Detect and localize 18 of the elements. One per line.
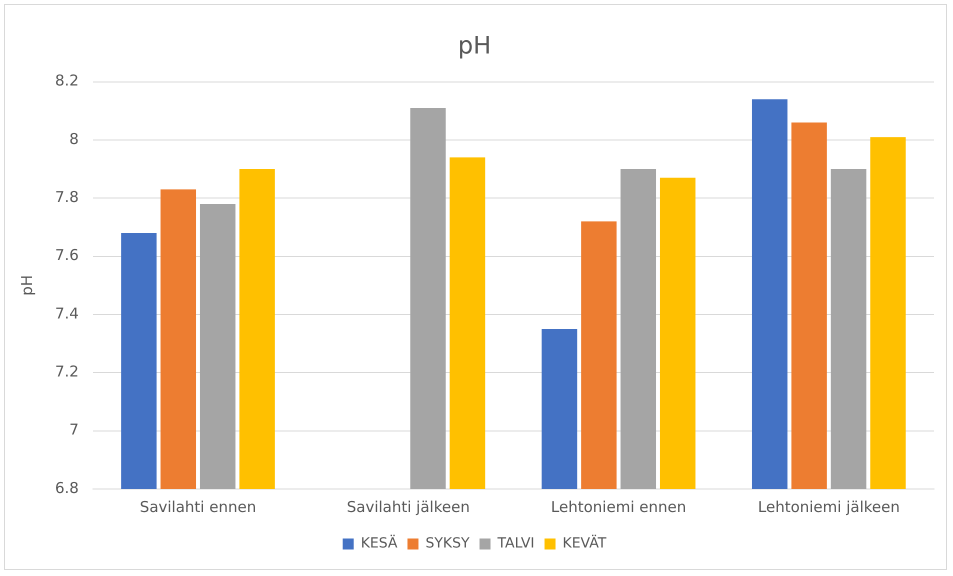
legend-label: TALVI bbox=[496, 536, 535, 552]
y-tick-label: 7.8 bbox=[54, 188, 79, 206]
legend-label: KEVÄT bbox=[562, 534, 607, 552]
legend-label: SYKSY bbox=[425, 536, 470, 552]
x-tick-label: Lehtoniemi jälkeen bbox=[758, 498, 900, 516]
legend-label: KESÄ bbox=[360, 534, 398, 552]
x-tick-label: Lehtoniemi ennen bbox=[550, 498, 686, 516]
y-tick-label: 7.2 bbox=[54, 362, 79, 381]
x-tick-label: Savilahti jälkeen bbox=[346, 498, 470, 516]
y-tick-label: 7.4 bbox=[54, 304, 79, 322]
y-tick-label: 7.6 bbox=[54, 246, 79, 264]
y-tick-label: 7 bbox=[69, 420, 79, 439]
y-tick-label: 8 bbox=[69, 130, 79, 148]
x-tick-label: Savilahti ennen bbox=[140, 498, 256, 516]
y-tick-label: 8.2 bbox=[54, 72, 79, 90]
y-axis-title: pH bbox=[18, 274, 36, 296]
y-tick-label: 6.8 bbox=[54, 478, 79, 497]
chart-title: pH bbox=[458, 32, 492, 60]
